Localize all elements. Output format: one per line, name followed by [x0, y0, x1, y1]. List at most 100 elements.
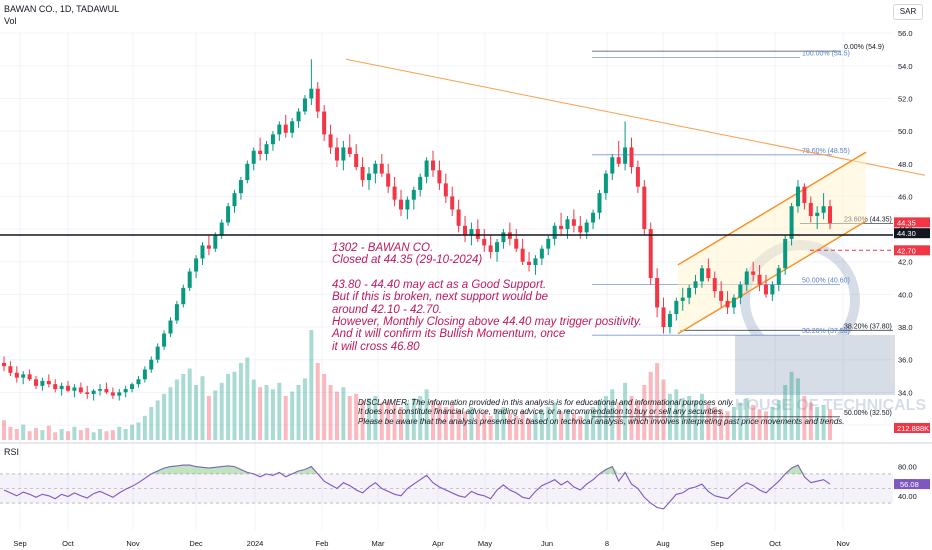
- price-label-box: [894, 245, 930, 256]
- volume-bar: [783, 385, 788, 440]
- candle-body: [501, 232, 506, 243]
- candle-body: [411, 189, 416, 200]
- volume-bar: [655, 363, 660, 440]
- candle-body: [533, 258, 538, 265]
- candle-body: [386, 173, 391, 187]
- candle-body: [66, 385, 71, 391]
- volume-bars: [2, 330, 832, 440]
- volume-bar: [309, 330, 314, 440]
- candlestick-series: [2, 59, 832, 401]
- volume-bar: [629, 396, 634, 440]
- volume-bar: [770, 407, 775, 440]
- x-tick-label: Feb: [316, 539, 329, 548]
- candle-body: [181, 287, 186, 305]
- candle-body: [21, 374, 26, 378]
- x-tick-label: Apr: [432, 539, 444, 548]
- candle-body: [72, 387, 77, 391]
- volume-bar: [34, 427, 39, 440]
- volume-bar: [72, 426, 77, 440]
- disclaimer-line: Please be aware that the analysis presen…: [358, 416, 845, 426]
- volume-bar: [763, 411, 768, 440]
- candle-body: [424, 160, 429, 177]
- note-line: And it will confirm its Bullish Momentum…: [332, 328, 566, 341]
- volume-bar: [674, 389, 679, 440]
- candle-body: [821, 206, 826, 213]
- volume-bar: [731, 407, 736, 440]
- volume-bar: [149, 407, 154, 440]
- candle-body: [123, 389, 128, 393]
- volume-bar: [507, 413, 512, 440]
- fib-level-label: 0.00% (54.9): [844, 44, 884, 51]
- volume-bar: [59, 429, 64, 440]
- candle-body: [142, 369, 147, 380]
- volume-bar: [98, 429, 103, 440]
- candle-body: [437, 170, 442, 184]
- x-tick-label: 2024: [247, 539, 264, 548]
- candle-body: [648, 229, 653, 279]
- volume-bar: [366, 398, 371, 440]
- volume-bar: [226, 374, 231, 440]
- volume-bar: [450, 404, 455, 440]
- candle-body: [514, 238, 519, 249]
- candle-body: [693, 281, 698, 288]
- candle-body: [635, 167, 640, 187]
- note-line: around 42.10 - 42.70.: [332, 303, 442, 316]
- candle-body: [603, 173, 608, 194]
- candle-body: [629, 147, 634, 168]
- candle-body: [251, 150, 256, 164]
- y-tick-label: 38.0: [898, 323, 913, 332]
- volume-bar: [802, 396, 807, 440]
- volume-bar: [719, 409, 724, 440]
- volume-bar: [213, 390, 218, 440]
- candle-body: [328, 134, 333, 148]
- candle-body: [219, 222, 224, 236]
- candle-body: [655, 278, 660, 308]
- candle-body: [488, 245, 493, 252]
- volume-bar: [219, 382, 224, 440]
- volume-bar: [546, 407, 551, 440]
- candle-body: [482, 238, 487, 246]
- rsi-line: [3, 464, 831, 510]
- volume-bar: [642, 385, 647, 440]
- volume-bar: [559, 411, 564, 440]
- volume-bar: [123, 429, 128, 440]
- volume-bar: [322, 374, 327, 440]
- candle-body: [763, 284, 768, 295]
- price-label-box: [894, 217, 930, 228]
- candle-body: [78, 387, 83, 393]
- candle-body: [27, 374, 32, 380]
- volume-bar: [475, 413, 480, 440]
- volume-bar: [258, 387, 263, 440]
- y-tick-label: 42.0: [898, 258, 913, 267]
- volume-bar: [597, 400, 602, 440]
- volume-bar: [187, 368, 192, 440]
- volume-bar: [533, 413, 538, 440]
- volume-bar: [623, 382, 628, 440]
- volume-bar: [8, 426, 13, 440]
- candle-body: [245, 163, 250, 181]
- candle-body: [405, 199, 410, 210]
- candle-body: [117, 392, 122, 396]
- volume-bar: [821, 404, 826, 440]
- volume-bar: [744, 398, 749, 440]
- volume-bar: [424, 389, 429, 440]
- candle-body: [187, 271, 192, 288]
- trendlines[interactable]: [345, 58, 926, 335]
- x-tick-label: Nov: [836, 539, 850, 548]
- volume-bar: [386, 400, 391, 440]
- rsi-label: RSI: [4, 447, 20, 457]
- disclaimer-text: DISCLAIMER: The information provided in …: [358, 398, 898, 426]
- volume-bar: [495, 409, 500, 440]
- volume-bar: [66, 431, 71, 440]
- volume-bar: [85, 427, 90, 440]
- volume-bar: [789, 371, 794, 440]
- currency-selector[interactable]: SAR: [893, 4, 923, 20]
- volume-bar: [264, 385, 269, 440]
- candle-body: [309, 88, 314, 99]
- volume-bar: [110, 430, 115, 440]
- volume-bar: [53, 432, 58, 440]
- time-axis[interactable]: Sep Oct Nov Dec 2024 Feb Mar Apr May Jun 8 Aug Sep Oc…: [13, 539, 850, 548]
- candle-body: [379, 163, 384, 174]
- candle-body: [130, 384, 135, 390]
